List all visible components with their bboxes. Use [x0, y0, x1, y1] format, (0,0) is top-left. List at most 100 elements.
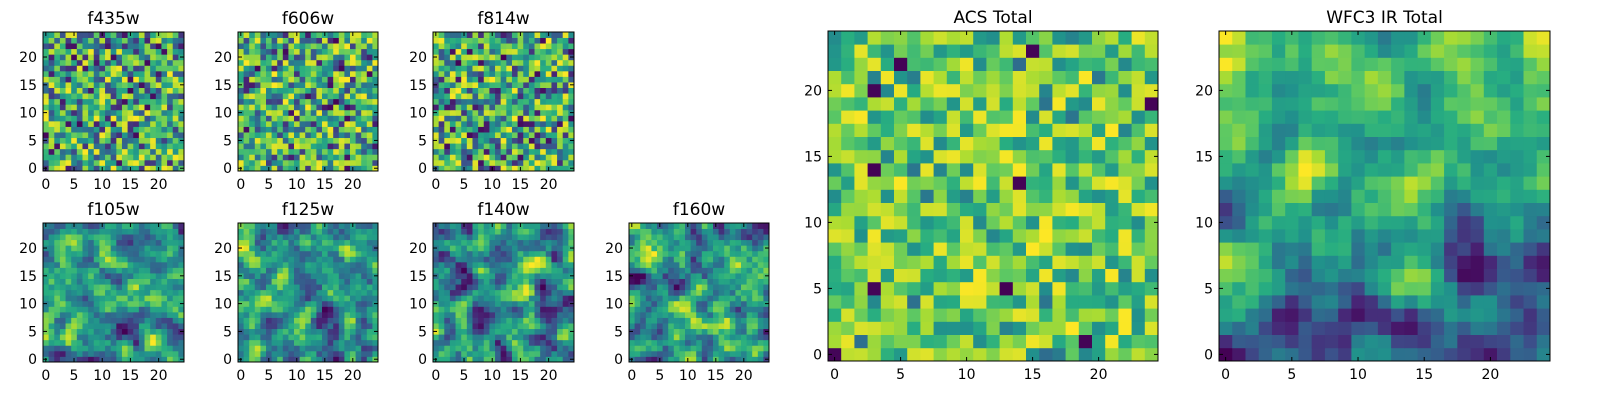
heatmap-cell — [696, 345, 703, 352]
heatmap-cell — [517, 239, 524, 246]
heatmap-cell — [144, 356, 151, 363]
heatmap-cell — [657, 234, 663, 241]
heatmap-cell — [673, 256, 680, 263]
heatmap-cell — [506, 261, 513, 268]
heatmap-cell — [729, 311, 736, 318]
heatmap-cell — [506, 120, 513, 127]
heatmap-cell — [455, 82, 462, 88]
heatmap-cell — [551, 306, 558, 313]
heatmap-cell — [438, 120, 445, 127]
heatmap-cell — [271, 87, 278, 94]
heatmap-cell — [701, 295, 708, 302]
heatmap-cell — [495, 356, 502, 363]
heatmap-cell — [466, 148, 473, 155]
heatmap-cell — [551, 165, 558, 172]
heatmap-cell — [288, 109, 295, 116]
y-tick-label: 0 — [28, 352, 37, 368]
heatmap-cell — [116, 37, 123, 44]
axes-frame — [432, 31, 575, 172]
heatmap-cell — [645, 223, 652, 229]
heatmap-cell — [121, 267, 128, 274]
heatmap-cell — [266, 98, 272, 105]
heatmap-cell — [707, 250, 714, 257]
heatmap-cell — [741, 323, 747, 330]
heatmap-cell — [322, 120, 328, 127]
heatmap-cell — [472, 154, 479, 161]
heatmap-cell — [372, 228, 379, 235]
heatmap-cell — [294, 93, 300, 100]
heatmap-cell — [1118, 163, 1132, 177]
heatmap-cell — [500, 239, 507, 246]
heatmap-cell — [673, 261, 680, 268]
heatmap-cell — [534, 115, 541, 122]
heatmap-cell — [483, 289, 490, 296]
heatmap-cell — [920, 308, 934, 322]
heatmap-cell — [127, 300, 134, 307]
heatmap-cell — [640, 250, 647, 257]
heatmap-cell — [54, 154, 61, 161]
heatmap-cell — [673, 339, 680, 346]
heatmap-cell — [333, 48, 340, 55]
heatmap-cell — [438, 250, 445, 257]
heatmap-cell — [167, 295, 174, 302]
heatmap-cell — [172, 317, 179, 324]
heatmap-cell — [288, 295, 295, 302]
heatmap-cell — [238, 43, 244, 50]
heatmap-cell — [500, 137, 507, 144]
y-tick-label: 20 — [409, 50, 427, 66]
heatmap-cell — [161, 165, 168, 172]
heatmap-cell — [651, 273, 658, 279]
heatmap-cell — [333, 328, 340, 335]
heatmap-cell — [629, 267, 635, 274]
heatmap-cell — [528, 87, 535, 94]
heatmap-cell — [172, 356, 179, 363]
heatmap-cell — [986, 281, 1000, 296]
heatmap-cell — [277, 334, 284, 341]
heatmap-cell — [65, 345, 72, 352]
heatmap-cell — [461, 306, 468, 313]
heatmap-cell — [444, 306, 451, 313]
heatmap-cell — [260, 278, 267, 285]
heatmap-cell — [88, 54, 95, 61]
heatmap-cell — [1039, 242, 1053, 256]
heatmap-cell — [645, 356, 652, 363]
heatmap-cell — [127, 228, 134, 235]
heatmap-cell — [282, 93, 289, 100]
heatmap-cell — [327, 317, 334, 324]
heatmap-cell — [489, 323, 496, 330]
heatmap-cell — [466, 59, 473, 66]
heatmap-cell — [150, 261, 157, 268]
heatmap-cell — [138, 109, 145, 116]
heatmap-cell — [76, 87, 83, 94]
heatmap-cell — [249, 284, 256, 291]
heatmap-cell — [65, 356, 72, 363]
heatmap-cell — [472, 356, 479, 363]
heatmap-cell — [1065, 334, 1080, 349]
heatmap-cell — [172, 345, 179, 352]
heatmap-cell — [466, 165, 473, 172]
heatmap-cell — [254, 137, 261, 144]
heatmap-cell — [243, 228, 250, 235]
heatmap-cell — [438, 339, 445, 346]
heatmap-cell — [1092, 334, 1106, 349]
heatmap-cell — [741, 345, 747, 352]
heatmap-cell — [271, 154, 278, 161]
heatmap-cell — [455, 48, 462, 55]
heatmap-cell — [506, 239, 513, 246]
heatmap-cell — [282, 234, 289, 241]
heatmap-cell — [523, 104, 530, 111]
heatmap-cell — [322, 65, 328, 72]
heatmap-cell — [752, 278, 759, 285]
heatmap-cell — [444, 76, 451, 83]
heatmap-cell — [266, 148, 272, 155]
heatmap-cell — [271, 278, 278, 285]
heatmap-cell — [986, 321, 1000, 335]
heatmap-cell — [299, 87, 306, 94]
heatmap-cell — [472, 334, 479, 341]
heatmap-cell — [361, 32, 368, 38]
heatmap-cell — [282, 239, 289, 246]
heatmap-cell — [685, 245, 691, 252]
heatmap-cell — [1092, 176, 1106, 190]
heatmap-cell — [76, 228, 83, 235]
heatmap-cell — [724, 356, 731, 363]
